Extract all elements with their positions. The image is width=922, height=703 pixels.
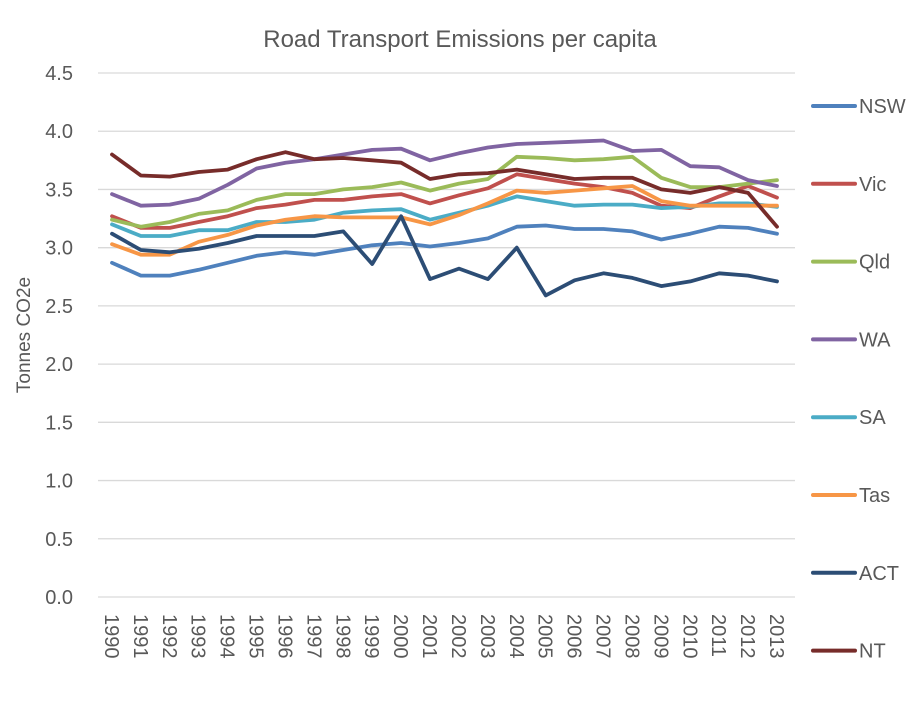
x-tick-label: 2000 — [389, 614, 411, 659]
x-tick-label: 1998 — [331, 614, 353, 659]
legend-item-act: ACT — [811, 563, 899, 585]
y-tick-label: 3.5 — [45, 179, 73, 201]
legend-item-vic: Vic — [811, 174, 886, 196]
legend-item-nt: NT — [811, 641, 886, 663]
x-tick-label: 1995 — [245, 614, 267, 659]
x-tick-label: 1996 — [273, 614, 295, 659]
x-tick-label: 2007 — [592, 614, 614, 659]
y-axis-label: Tonnes CO2e — [14, 277, 35, 393]
x-tick-label: 2006 — [563, 614, 585, 659]
x-tick-label: 2003 — [476, 614, 498, 659]
y-tick-label: 1.5 — [45, 412, 73, 434]
y-tick-label: 0.0 — [45, 587, 73, 609]
legend-label: SA — [859, 407, 886, 429]
x-tick-label: 1994 — [216, 614, 238, 659]
x-tick-label: 1991 — [129, 614, 151, 659]
series-line-sa — [110, 194, 779, 238]
x-tick-label: 2013 — [765, 614, 787, 659]
x-tick-label: 2011 — [707, 614, 729, 657]
x-tick-label: 2009 — [649, 614, 671, 659]
x-tick-label: 2004 — [505, 614, 527, 659]
legend-label: NT — [859, 641, 886, 663]
x-axis-ticks: 1990 1991 1992 1993 1994 1995 1996 1997 1998 1999… — [100, 614, 787, 659]
legend-label: Tas — [859, 485, 890, 507]
series-line-nt — [110, 150, 779, 229]
series-line-nsw — [110, 223, 779, 278]
series-line-act — [110, 214, 779, 298]
y-tick-label: 1.0 — [45, 471, 73, 493]
y-tick-label: 2.0 — [45, 354, 73, 376]
x-tick-label: 2005 — [534, 614, 556, 659]
legend-item-sa: SA — [811, 407, 886, 429]
series-line-wa — [110, 138, 779, 208]
gridlines — [98, 72, 795, 598]
series-line-qld — [110, 154, 779, 229]
y-tick-label: 4.0 — [45, 121, 73, 143]
y-tick-label: 3.0 — [45, 238, 73, 260]
legend-label: NSW — [859, 96, 906, 118]
x-tick-label: 2012 — [736, 614, 758, 659]
legend-label: ACT — [859, 563, 899, 585]
legend-label: Qld — [859, 252, 890, 274]
legend-item-wa: WA — [811, 329, 891, 351]
x-tick-label: 2010 — [678, 614, 700, 659]
x-tick-label: 1993 — [187, 614, 209, 659]
x-tick-label: 1992 — [158, 614, 180, 659]
legend: NSW Vic Qld WA SA Tas ACT NT — [811, 96, 906, 663]
legend-item-nsw: NSW — [811, 96, 906, 118]
legend-item-tas: Tas — [811, 485, 890, 507]
y-tick-label: 4.5 — [45, 63, 73, 85]
x-tick-label: 2001 — [418, 614, 440, 659]
legend-item-qld: Qld — [811, 252, 890, 274]
series-line-tas — [110, 184, 779, 257]
y-tick-label: 2.5 — [45, 296, 73, 318]
x-tick-label: 1997 — [302, 614, 324, 659]
series-lines — [110, 138, 779, 298]
chart-title: Road Transport Emissions per capita — [263, 26, 657, 53]
x-tick-label: 1999 — [360, 614, 382, 659]
legend-label: WA — [859, 329, 891, 351]
y-tick-label: 0.5 — [45, 529, 73, 551]
x-tick-label: 1990 — [100, 614, 122, 659]
y-axis-ticks: 0.0 0.5 1.0 1.5 2.0 2.5 3.0 3.5 4.0 4.5 — [45, 63, 73, 609]
x-tick-label: 2002 — [447, 614, 469, 659]
legend-label: Vic — [859, 174, 886, 196]
x-tick-label: 2008 — [620, 614, 642, 659]
